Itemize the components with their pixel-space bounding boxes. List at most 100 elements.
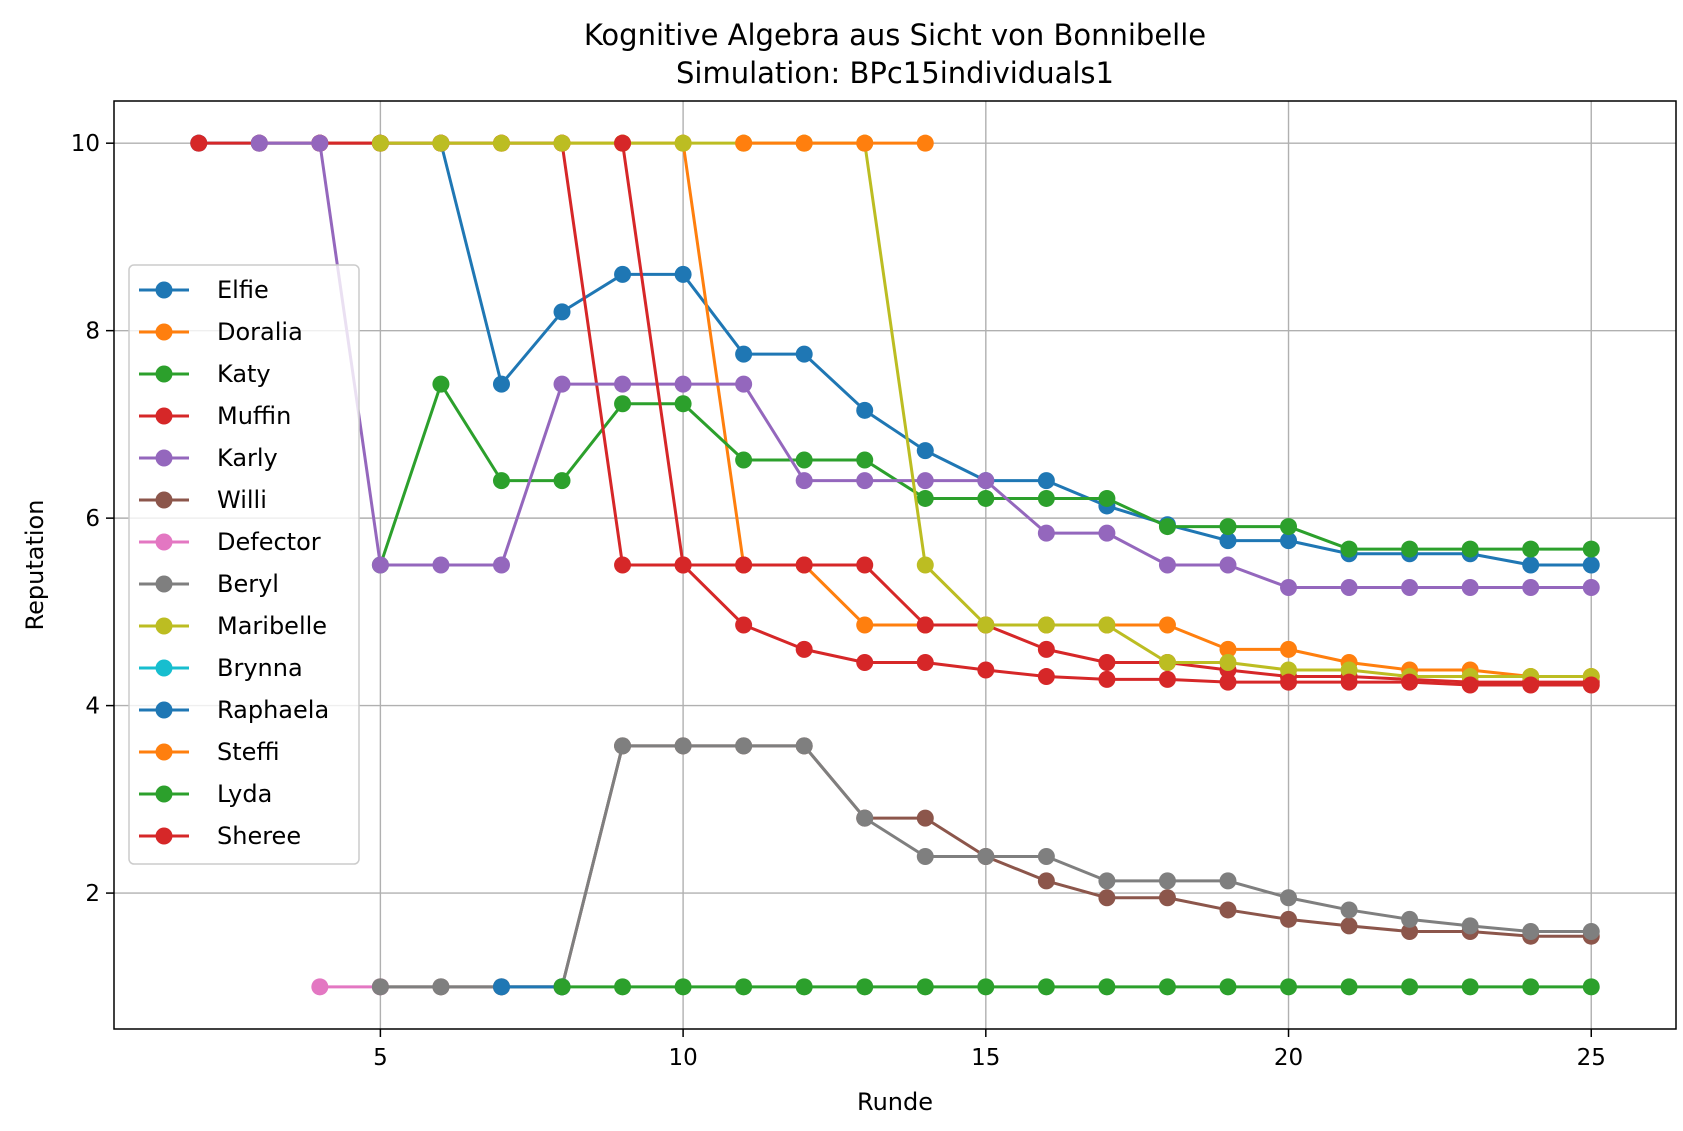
data-point <box>1098 872 1116 890</box>
series-steffi <box>735 134 934 152</box>
data-point <box>856 134 874 152</box>
data-point <box>1158 518 1176 536</box>
data-point <box>674 375 692 393</box>
data-point <box>977 978 995 996</box>
data-point <box>674 556 692 574</box>
legend-label: Steffi <box>217 738 280 766</box>
legend-item-willi: Willi <box>139 486 267 514</box>
data-point <box>1037 978 1055 996</box>
data-point <box>1158 978 1176 996</box>
data-point <box>1582 676 1600 694</box>
legend-marker <box>155 701 173 719</box>
data-point <box>856 653 874 671</box>
legend-marker <box>155 491 173 509</box>
chart-subtitle: Simulation: BPc15individuals1 <box>676 56 1114 90</box>
data-point <box>1522 578 1540 596</box>
data-point <box>1280 578 1298 596</box>
legend-item-lyda: Lyda <box>139 780 272 808</box>
data-point <box>614 556 632 574</box>
data-point <box>1401 540 1419 558</box>
data-point <box>1219 673 1237 691</box>
data-point <box>977 472 995 490</box>
legend-item-karly: Karly <box>139 444 278 472</box>
data-point <box>1522 676 1540 694</box>
plot-frame <box>113 100 1677 1030</box>
data-point <box>553 134 571 152</box>
data-point <box>856 472 874 490</box>
legend-item-maribelle: Maribelle <box>139 612 327 640</box>
series-muffin <box>190 134 1600 691</box>
data-point <box>1219 978 1237 996</box>
data-point <box>1280 673 1298 691</box>
chart-title: Kognitive Algebra aus Sicht von Bonnibel… <box>584 18 1206 52</box>
data-point <box>1522 923 1540 941</box>
legend-marker <box>155 785 173 803</box>
legend-marker <box>155 533 173 551</box>
data-point <box>1522 978 1540 996</box>
data-point <box>674 265 692 283</box>
x-tick-label: 5 <box>373 1045 388 1071</box>
data-point <box>856 978 874 996</box>
data-point <box>856 556 874 574</box>
data-point <box>1098 524 1116 542</box>
data-point <box>1219 901 1237 919</box>
data-point <box>1340 540 1358 558</box>
data-point <box>1098 978 1116 996</box>
x-axis-label: Runde <box>857 1088 933 1116</box>
data-point <box>1582 978 1600 996</box>
data-point <box>1037 472 1055 490</box>
data-point <box>916 134 934 152</box>
legend-box <box>128 264 360 865</box>
data-point <box>1401 578 1419 596</box>
data-point <box>1280 661 1298 679</box>
data-point <box>1461 917 1479 935</box>
data-point <box>1037 640 1055 658</box>
legend-label: Defector <box>217 528 321 556</box>
data-point <box>1158 889 1176 907</box>
data-point <box>1098 670 1116 688</box>
data-point <box>1037 668 1055 686</box>
data-point <box>1280 532 1298 550</box>
data-point <box>856 401 874 419</box>
data-point <box>1401 910 1419 928</box>
data-point <box>371 556 389 574</box>
data-point <box>1219 640 1237 658</box>
data-point <box>916 442 934 460</box>
y-tick-label: 8 <box>85 319 100 345</box>
data-point <box>674 978 692 996</box>
y-tick-label: 10 <box>71 131 100 157</box>
legend-label: Willi <box>217 486 267 514</box>
data-point <box>1280 640 1298 658</box>
data-point <box>492 472 510 490</box>
data-point <box>1158 556 1176 574</box>
legend-label: Lyda <box>217 780 272 808</box>
data-point <box>795 345 813 363</box>
data-point <box>795 472 813 490</box>
data-point <box>1280 910 1298 928</box>
data-point <box>856 809 874 827</box>
x-tick-label: 25 <box>1577 1045 1606 1071</box>
legend-marker <box>155 449 173 467</box>
data-point <box>1037 848 1055 866</box>
data-point <box>311 134 329 152</box>
data-point <box>977 848 995 866</box>
legend-item-doralia: Doralia <box>139 318 303 346</box>
data-point <box>916 809 934 827</box>
data-point <box>1158 872 1176 890</box>
data-point <box>674 737 692 755</box>
data-point <box>1340 901 1358 919</box>
series-line <box>198 141 1592 684</box>
series-katy <box>371 375 1600 574</box>
data-point <box>371 134 389 152</box>
y-tick-label: 4 <box>85 694 100 720</box>
data-point <box>311 978 329 996</box>
data-point <box>735 737 753 755</box>
legend-item-elfie: Elfie <box>139 276 269 304</box>
ticks: 5 10 15 20 25 2 4 6 8 10 <box>71 131 1606 1071</box>
data-point <box>735 978 753 996</box>
data-point <box>553 978 571 996</box>
series-layer <box>190 134 1600 996</box>
data-point <box>614 395 632 413</box>
data-point <box>1037 489 1055 507</box>
data-point <box>614 375 632 393</box>
